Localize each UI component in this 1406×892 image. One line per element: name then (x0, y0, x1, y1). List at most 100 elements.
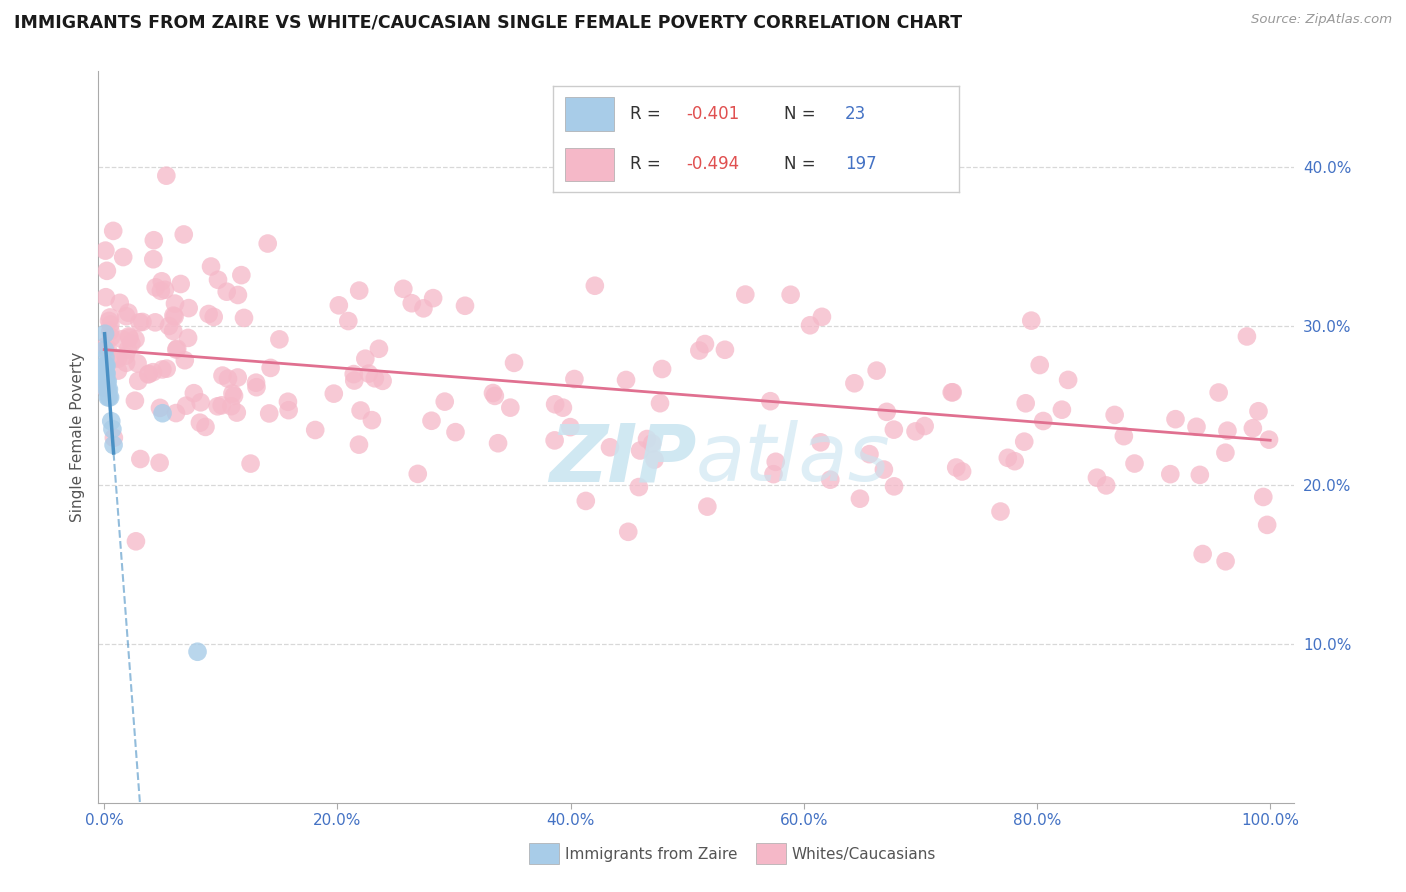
Point (96, 264, 118, 278)
Point (1085, 471, 1108, 485)
Point (222, 389, 245, 403)
Point (406, 467, 429, 481)
Point (94, 339, 117, 353)
Point (277, 403, 299, 417)
Point (1015, 396, 1038, 410)
Point (1216, 424, 1239, 438)
Point (1258, 433, 1281, 447)
Point (142, 233, 165, 247)
Point (627, 480, 650, 494)
Point (433, 394, 456, 409)
Point (883, 479, 905, 493)
Point (811, 310, 834, 324)
Point (118, 331, 141, 345)
Point (97, 390, 120, 404)
Point (124, 332, 146, 346)
Point (942, 385, 965, 400)
Point (347, 284, 370, 298)
Point (412, 301, 434, 316)
Point (162, 324, 184, 338)
Point (112, 250, 135, 264)
Point (174, 399, 197, 413)
Point (104, 351, 127, 365)
Point (163, 310, 186, 324)
Point (945, 460, 967, 475)
Point (401, 296, 423, 310)
Point (153, 283, 176, 297)
Point (1191, 547, 1213, 561)
Point (245, 380, 267, 394)
Point (165, 406, 187, 420)
Point (304, 423, 326, 437)
Point (482, 386, 505, 401)
Point (614, 373, 637, 387)
Point (651, 362, 673, 376)
Point (696, 500, 718, 514)
Point (115, 309, 138, 323)
Point (97, 375, 120, 389)
Point (97, 342, 120, 356)
Point (152, 406, 174, 420)
Point (1164, 412, 1187, 426)
Point (108, 296, 131, 310)
Point (759, 394, 782, 409)
Point (103, 224, 125, 238)
Point (183, 386, 205, 401)
Point (173, 227, 195, 242)
Point (94, 290, 117, 304)
Point (117, 343, 139, 357)
Point (444, 425, 467, 439)
Point (544, 397, 567, 411)
Point (188, 416, 211, 430)
Point (150, 362, 173, 376)
Point (226, 288, 249, 302)
Point (163, 296, 186, 310)
Point (820, 473, 842, 487)
Point (765, 455, 787, 469)
Point (166, 342, 188, 356)
Point (277, 394, 299, 409)
Point (734, 287, 756, 301)
Point (94, 359, 117, 373)
Point (257, 406, 280, 420)
Point (221, 386, 243, 401)
Point (779, 287, 801, 301)
Point (97, 383, 120, 397)
Point (207, 273, 229, 287)
Point (94, 367, 117, 381)
Point (371, 374, 394, 388)
Point (337, 314, 360, 328)
Point (688, 343, 710, 358)
Point (357, 367, 380, 381)
Point (100, 330, 122, 344)
Point (145, 280, 167, 294)
Point (1104, 408, 1126, 422)
Point (125, 534, 148, 549)
Point (1236, 329, 1258, 343)
Point (186, 645, 208, 659)
Bar (529, 843, 558, 863)
Point (644, 452, 666, 467)
Point (551, 401, 574, 415)
Point (155, 169, 177, 183)
Point (1215, 554, 1237, 568)
Point (98, 310, 121, 325)
Point (149, 401, 172, 415)
Point (560, 420, 582, 434)
Point (990, 504, 1012, 518)
Text: Whites/Caucasians: Whites/Caucasians (792, 847, 936, 862)
Point (648, 396, 671, 410)
Point (98, 324, 121, 338)
Point (103, 431, 125, 445)
Point (343, 367, 366, 381)
Point (486, 436, 509, 450)
Point (1159, 467, 1181, 482)
Point (392, 282, 415, 296)
Point (322, 386, 344, 401)
Point (599, 440, 621, 454)
Point (499, 401, 522, 415)
Point (617, 524, 640, 539)
Point (904, 425, 927, 439)
Point (177, 301, 200, 315)
Point (693, 337, 716, 351)
